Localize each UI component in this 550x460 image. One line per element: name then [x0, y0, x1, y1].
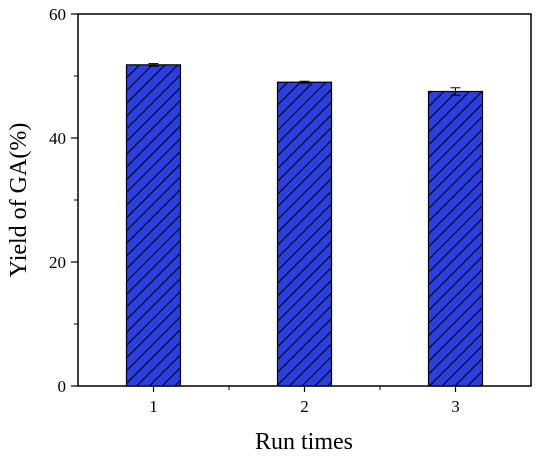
x-tick-label-2: 2	[300, 397, 309, 416]
x-axis-title: Run times	[255, 429, 353, 455]
y-axis: 0 20 40 60	[49, 5, 78, 396]
y-tick-label-60: 60	[49, 5, 66, 24]
y-axis-title: Yield of GA(%)	[6, 123, 32, 278]
x-tick-label-1: 1	[149, 397, 158, 416]
y-tick-label-20: 20	[49, 253, 66, 272]
error-bars-group	[148, 63, 461, 96]
y-tick-label-0: 0	[58, 377, 67, 396]
y-tick-label-40: 40	[49, 129, 66, 148]
bar-2	[276, 81, 333, 387]
bars-group	[125, 64, 484, 387]
bar-1	[125, 64, 182, 387]
bar-3	[427, 90, 484, 387]
x-axis: 1 2 3	[149, 386, 460, 416]
x-tick-label-3: 3	[451, 397, 460, 416]
